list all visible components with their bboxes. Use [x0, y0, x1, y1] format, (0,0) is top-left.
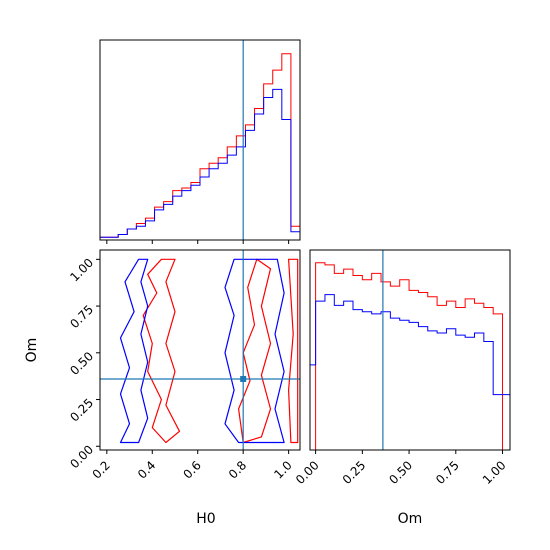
contour-frame	[99, 249, 301, 451]
contour-ytick-label: 0.00	[67, 442, 96, 471]
contour-xtick-label: 1.0	[271, 458, 294, 481]
om-marginal-panel: 0.00 0.25 0.50 0.75 1.00 Om	[293, 249, 511, 527]
om-xtick-label: 0.25	[340, 458, 369, 487]
h0-marginal-panel	[99, 39, 301, 244]
om-xtick-label: 0.50	[386, 458, 415, 487]
om-xtick-label: 0.00	[293, 458, 322, 487]
h0-om-contour-panel: 0.2 0.4 0.6 0.8 1.0 0.00 0.25 0.50 0.75 1.00 H0 O…	[24, 249, 301, 527]
contour-red-1	[238, 258, 272, 444]
contour-blue-0	[119, 258, 149, 444]
truth-marker	[240, 375, 247, 382]
contour-ytick-label: 0.50	[67, 349, 96, 378]
om-hist-red	[310, 262, 510, 451]
om-xtick-label: 1.00	[480, 458, 509, 487]
contour-xtick-label: 0.8	[226, 458, 249, 481]
om-axis-label-left: Om	[24, 338, 40, 363]
contour-xtick-label: 0.6	[180, 458, 203, 481]
h0-hist-red	[99, 53, 301, 240]
om-hist-blue	[309, 294, 511, 450]
h0-marginal-frame	[99, 39, 301, 241]
om-marginal-frame	[309, 249, 511, 451]
om-axis-label-bottom: Om	[398, 511, 423, 527]
contour-ytick-label: 1.00	[67, 256, 96, 285]
contour-blue-1	[224, 258, 285, 444]
om-xtick-label: 0.75	[433, 458, 462, 487]
h0-axis-label: H0	[196, 511, 215, 527]
h0-hist-blue	[99, 88, 301, 240]
contour-xtick-label: 0.2	[90, 458, 113, 481]
contour-ytick-label: 0.25	[67, 396, 96, 425]
contour-red-0	[142, 258, 181, 444]
contour-ytick-label: 0.75	[67, 302, 96, 331]
contour-red-2	[288, 258, 299, 444]
contour-xtick-label: 0.4	[135, 458, 158, 481]
